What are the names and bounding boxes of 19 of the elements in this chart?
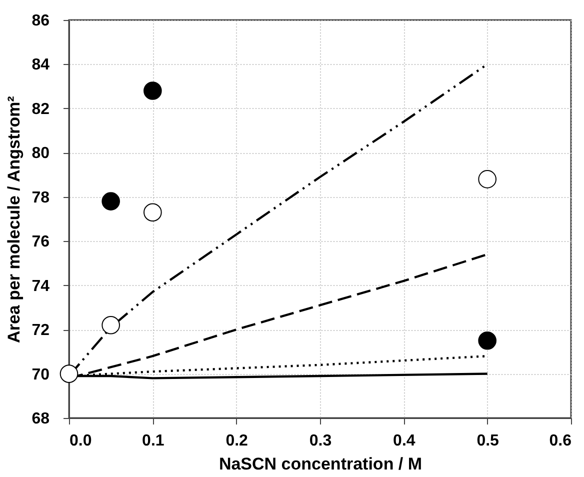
x-tick-label: 0.6 [549, 432, 572, 450]
y-tick-label: 80 [32, 145, 50, 162]
y-tick-label: 70 [32, 366, 50, 384]
y-axis-title: Area per molecule / Angstrom² [4, 96, 24, 343]
x-tick-label: 0.1 [142, 432, 164, 450]
x-tick-label: 0.0 [70, 432, 92, 450]
y-tick-label: 82 [32, 100, 50, 118]
x-tick-label: 0.2 [226, 432, 248, 450]
x-tick-label: 0.4 [393, 432, 416, 450]
y-tick-label: 86 [32, 12, 50, 30]
y-tick-label: 72 [32, 322, 50, 340]
x-tick-label: 0.3 [309, 432, 332, 450]
y-tick-label: 74 [32, 278, 50, 295]
x-tick-label: 0.5 [476, 432, 500, 450]
y-tick-label: 68 [32, 410, 50, 428]
y-tick-label: 84 [32, 56, 50, 74]
x-axis-title: NaSCN concentration / M [218, 454, 422, 474]
y-tick-label: 76 [32, 234, 50, 251]
y-tick-label: 78 [32, 189, 50, 206]
